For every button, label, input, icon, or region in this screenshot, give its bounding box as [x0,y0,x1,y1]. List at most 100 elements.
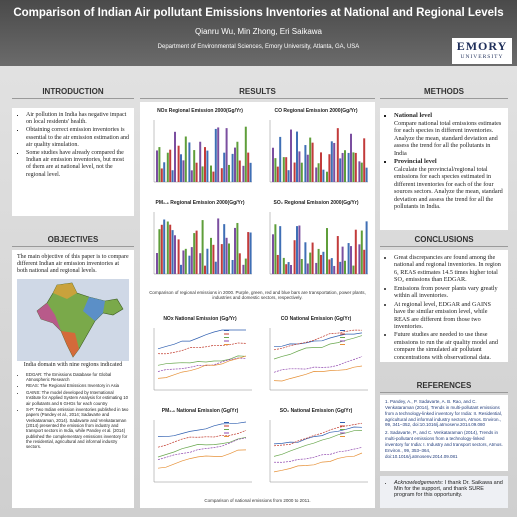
method-heading: National level [394,112,433,119]
conclusions-box: Great discrepancies are found among the … [380,250,508,362]
figure-legend-swatch [224,422,229,423]
figure-bar [341,246,344,274]
figure-bar [174,131,176,182]
bullet: Great discrepancies are found among the … [394,254,503,284]
figure-bar [287,170,290,182]
figure-title: SO₂ National Emission (Gg/Yr) [279,408,353,414]
figure-legend-swatch [340,432,345,434]
figure-legend-swatch [224,432,229,434]
figure-bar [272,234,274,274]
figure-bar [315,262,318,274]
figure-bar [158,147,161,182]
figure-bar [195,230,198,274]
bullet: Future studies are needed to use these e… [394,331,503,361]
ack-label: Acknowledgements: [394,480,444,486]
section-heading: INTRODUCTION [12,86,134,99]
figure-bar [328,154,331,182]
figure-bar [160,168,163,182]
figure-legend-swatch [340,425,345,427]
figure-bar [279,226,282,274]
figure-bar [333,265,336,274]
figure-legend-swatch [340,344,345,345]
figure-bar [212,171,215,182]
figure-bar [315,167,318,182]
figure-bar [182,160,185,182]
figure-title: PM₂.₅ National Emission (Gg/Yr) [161,408,239,414]
figure-bar [188,142,191,182]
figure-bar [306,154,309,182]
figure-bar [350,133,352,182]
figure-bar [285,157,288,182]
figure-bar [347,152,350,182]
section-heading: REFERENCES [380,380,508,393]
figure-bar [290,129,292,182]
header [0,0,517,66]
figure-bar [217,218,220,274]
figure-bar [249,162,252,182]
figure-legend-swatch [224,344,229,345]
figure-bar [282,257,285,274]
figure-bar [350,246,352,274]
figure-line [273,426,363,445]
figure-bar [330,141,333,182]
figure-caption: Comparison of national emissions from 20… [204,498,311,503]
figure-line [273,335,363,360]
figure-bar [290,264,292,274]
method-text: Compare national total emissions estimat… [394,119,502,157]
figure-title: NOx Regional Emission 2000(Gg/Yr) [157,108,243,114]
figure-bar [287,262,290,274]
figure-bar [279,136,282,182]
figure-title: CO National Emission (Gg/Yr) [280,316,352,322]
map-region [37,302,61,331]
figure-bar [163,162,166,182]
figure-legend-swatch [340,333,345,335]
figure-bar [336,128,339,182]
figure-bar [177,239,180,274]
figure-bar [311,142,314,182]
figure-bar [347,243,350,274]
figure-line [273,430,363,457]
figure-bar [326,171,328,182]
ack-text: I thank Dr. Saikawa and Min for the supp… [394,480,503,498]
figure-line [273,422,363,447]
figure-bar [195,162,198,182]
figure-bar [225,128,228,182]
figure-image [269,212,368,275]
map-region [83,296,105,321]
map-caption: India domain with nine regions indicated [23,361,123,368]
figure-title: PM₂.₅ Regional Emission 2000(Gg/Yr) [155,200,245,206]
figure-legend-swatch [224,337,229,338]
figure-bar [217,127,220,182]
figure-bar [177,145,180,182]
reference: 2. Sadavarte, P., and C. Venkataraman (2… [385,430,503,459]
figure-bar [174,235,176,274]
figure-bar [220,244,223,274]
authors: Qianru Wu, Min Zhong, Eri Saikawa [194,27,322,36]
figure-bar [214,261,217,274]
figure-bar [298,151,301,182]
bullet: S-P: Two Indian emission inventories pub… [26,407,129,450]
affiliation: Department of Environmental Sciences, Em… [157,44,360,50]
figure-bar [352,152,355,182]
figure-bar [166,221,169,274]
figure-bar [236,222,239,274]
figure-line [157,436,247,458]
figure-bar [274,158,277,182]
figure-image [153,420,252,483]
figure-bar [228,243,230,274]
figure-bar [169,224,172,274]
figure-bar [206,248,209,274]
figure-bar [206,150,209,182]
figure-bar [344,260,346,274]
figure-bar [163,219,166,274]
figure-bar [296,226,298,274]
figure-bar [199,141,202,182]
figure-bar [156,253,158,274]
figure-bar [204,265,206,274]
figure-bar [210,237,212,274]
figure-bar [199,253,202,274]
figure-bar [322,169,325,182]
figure-bar [249,232,252,274]
figure-bar [354,229,357,274]
